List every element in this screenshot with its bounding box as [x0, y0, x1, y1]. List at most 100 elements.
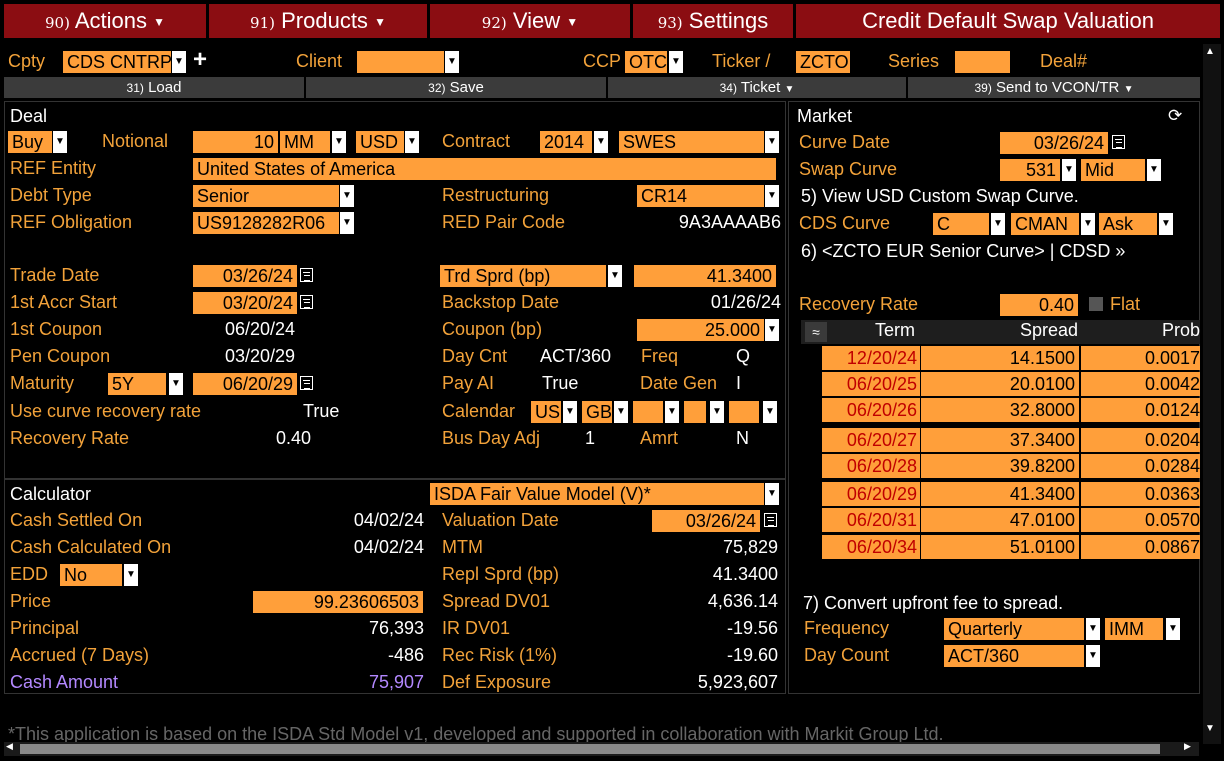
swap-curve-field[interactable]: 531 — [1000, 159, 1060, 181]
plus-icon[interactable]: + — [193, 46, 208, 73]
contract-type-field[interactable]: SWES — [619, 131, 764, 153]
view-swap-curve-link[interactable]: 5) View USD Custom Swap Curve. — [801, 186, 1079, 206]
flat-checkbox[interactable] — [1089, 297, 1103, 311]
day-count-field[interactable]: ACT/360 — [944, 645, 1084, 667]
actions-menu[interactable]: 90) Actions ▼ — [4, 4, 206, 38]
restructuring-dropdown[interactable]: ▼ — [765, 185, 779, 207]
calendar1-dropdown[interactable]: ▼ — [563, 401, 577, 423]
contract-type-dropdown[interactable]: ▼ — [765, 131, 779, 153]
spread-cell[interactable]: 20.0100 — [921, 372, 1079, 396]
side-dropdown[interactable]: ▼ — [53, 131, 67, 153]
imm-dropdown[interactable]: ▼ — [1166, 618, 1180, 640]
notional-unit-field[interactable]: MM — [280, 131, 330, 153]
restructuring-field[interactable]: CR14 — [637, 185, 764, 207]
spread-cell[interactable]: 41.3400 — [921, 482, 1079, 506]
calendar3-dropdown[interactable]: ▼ — [665, 401, 679, 423]
debt-type-field[interactable]: Senior — [193, 185, 339, 207]
client-field[interactable] — [357, 51, 444, 73]
imm-field[interactable]: IMM — [1105, 618, 1163, 640]
coupon-dropdown[interactable]: ▼ — [765, 319, 779, 341]
scroll-up-icon[interactable]: ▲ — [1205, 46, 1215, 57]
frequency-field[interactable]: Quarterly — [944, 618, 1084, 640]
calendar1-field[interactable]: US — [531, 401, 561, 423]
vertical-scrollbar[interactable] — [1203, 44, 1221, 744]
cds-side-field[interactable]: Ask — [1099, 213, 1157, 235]
edd-dropdown[interactable]: ▼ — [124, 564, 138, 586]
frequency-dropdown[interactable]: ▼ — [1086, 618, 1100, 640]
model-dropdown[interactable]: ▼ — [765, 483, 779, 505]
maturity-tenor-field[interactable]: 5Y — [108, 373, 166, 395]
ref-entity-field[interactable]: United States of America — [193, 158, 776, 180]
ref-obligation-dropdown[interactable]: ▼ — [340, 212, 354, 234]
calendar5-field[interactable] — [729, 401, 759, 423]
ticket-button[interactable]: 34) Ticket ▼ — [608, 77, 908, 98]
calendar-icon[interactable] — [300, 295, 313, 309]
calendar-icon[interactable] — [764, 513, 777, 527]
swap-side-dropdown[interactable]: ▼ — [1147, 159, 1161, 181]
spread-cell[interactable]: 37.3400 — [921, 428, 1079, 452]
debt-type-dropdown[interactable]: ▼ — [340, 185, 354, 207]
contract-year-dropdown[interactable]: ▼ — [594, 131, 608, 153]
convert-upfront-link[interactable]: 7) Convert upfront fee to spread. — [803, 593, 1064, 613]
valuation-date-field[interactable]: 03/26/24 — [652, 510, 760, 532]
curve-date-field[interactable]: 03/26/24 — [1000, 132, 1108, 154]
side-field[interactable]: Buy — [8, 131, 52, 153]
calendar4-field[interactable] — [684, 401, 706, 423]
spread-cell[interactable]: 32.8000 — [921, 398, 1079, 422]
ref-obligation-field[interactable]: US9128282R06 — [193, 212, 339, 234]
send-vcon-button[interactable]: 39) Send to VCON/TR ▼ — [908, 77, 1200, 98]
load-button[interactable]: 31) Load — [4, 77, 306, 98]
trade-date-field[interactable]: 03/26/24 — [193, 265, 297, 287]
trd-sprd-dropdown[interactable]: ▼ — [608, 265, 622, 287]
calendar-icon[interactable] — [1112, 135, 1125, 149]
cds-source-dropdown[interactable]: ▼ — [1081, 213, 1095, 235]
swap-curve-dropdown[interactable]: ▼ — [1062, 159, 1076, 181]
trd-sprd-value-field[interactable]: 41.3400 — [634, 265, 776, 287]
coupon-field[interactable]: 25.000 — [637, 319, 764, 341]
trd-sprd-field[interactable]: Trd Sprd (bp) — [440, 265, 606, 287]
calendar-icon[interactable] — [300, 376, 313, 390]
cds-curve-field[interactable]: C — [933, 213, 989, 235]
refresh-icon[interactable]: ⟳ — [1168, 106, 1183, 125]
curve-link[interactable]: 6) <ZCTO EUR Senior Curve> | CDSD » — [801, 241, 1126, 261]
swap-side-field[interactable]: Mid — [1081, 159, 1145, 181]
accr-start-field[interactable]: 03/20/24 — [193, 292, 297, 314]
market-recovery-field[interactable]: 0.40 — [1000, 294, 1078, 316]
contract-year-field[interactable]: 2014 — [540, 131, 592, 153]
calendar-icon[interactable] — [300, 268, 313, 282]
products-menu[interactable]: 91) Products ▼ — [209, 4, 427, 38]
settings-menu[interactable]: 93) Settings — [633, 4, 793, 38]
cds-curve-dropdown[interactable]: ▼ — [991, 213, 1005, 235]
notional-field[interactable]: 10 — [193, 131, 278, 153]
price-field[interactable]: 99.23606503 — [253, 591, 423, 613]
calendar3-field[interactable] — [633, 401, 663, 423]
cpty-dropdown[interactable]: ▼ — [172, 51, 186, 73]
edd-field[interactable]: No — [60, 564, 122, 586]
ccp-dropdown[interactable]: ▼ — [669, 51, 683, 73]
view-menu[interactable]: 92) View ▼ — [430, 4, 630, 38]
cpty-field[interactable]: CDS CNTRP — [63, 51, 171, 73]
collapse-icon[interactable]: ≈ — [805, 322, 827, 342]
calendar4-dropdown[interactable]: ▼ — [710, 401, 724, 423]
client-dropdown[interactable]: ▼ — [445, 51, 459, 73]
spread-cell[interactable]: 39.8200 — [921, 454, 1079, 478]
cds-side-dropdown[interactable]: ▼ — [1159, 213, 1173, 235]
scroll-left-icon[interactable]: ◀ — [6, 741, 13, 751]
spread-cell[interactable]: 51.0100 — [921, 535, 1079, 559]
ccp-field[interactable]: OTC — [625, 51, 667, 73]
spread-cell[interactable]: 14.1500 — [921, 346, 1079, 370]
currency-field[interactable]: USD — [356, 131, 404, 153]
horizontal-scroll-thumb[interactable] — [20, 744, 1160, 754]
maturity-tenor-dropdown[interactable]: ▼ — [169, 373, 183, 395]
notional-unit-dropdown[interactable]: ▼ — [332, 131, 346, 153]
scroll-down-icon[interactable]: ▼ — [1205, 723, 1215, 734]
scroll-right-icon[interactable]: ▶ — [1184, 741, 1191, 751]
save-button[interactable]: 32) Save — [306, 77, 608, 98]
series-field[interactable] — [955, 51, 1010, 73]
cds-source-field[interactable]: CMAN — [1011, 213, 1079, 235]
currency-dropdown[interactable]: ▼ — [405, 131, 419, 153]
calendar5-dropdown[interactable]: ▼ — [763, 401, 777, 423]
calendar2-dropdown[interactable]: ▼ — [614, 401, 628, 423]
day-count-dropdown[interactable]: ▼ — [1086, 645, 1100, 667]
model-field[interactable]: ISDA Fair Value Model (V)* — [430, 483, 764, 505]
